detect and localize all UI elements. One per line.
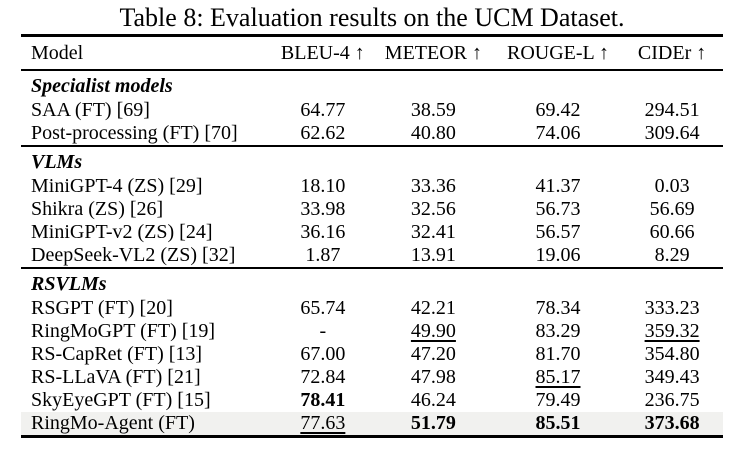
metric-cell-rougel: 19.06: [535, 244, 581, 266]
metric-cell-rougel: 56.57: [535, 221, 581, 243]
second-best-value: 359.32: [644, 320, 700, 342]
metric-cell-bleu4: 77.63: [274, 412, 372, 437]
section-label: VLMs: [21, 145, 723, 175]
metric-cell-cider: 373.68: [644, 412, 700, 434]
table-row: Shikra (ZS) [26] 33.98 32.56 56.73 56.69: [21, 198, 723, 221]
metric-cell-bleu4: 78.41: [300, 389, 346, 411]
table-row: RS-CapRet (FT) [13] 67.00 47.20 81.70 35…: [21, 343, 723, 366]
section-specialist-models: Specialist models SAA (FT) [69] 64.77 38…: [21, 70, 723, 146]
metric-cell-bleu4: 36.16: [300, 221, 346, 243]
section-rsvlms: RSVLMs RSGPT (FT) [20] 65.74 42.21 78.34…: [21, 267, 723, 437]
table-row: MiniGPT-v2 (ZS) [24] 36.16 32.41 56.57 6…: [21, 221, 723, 244]
table-row: DeepSeek-VL2 (ZS) [32] 1.87 13.91 19.06 …: [21, 244, 723, 268]
metric-cell-meteor: 32.41: [410, 221, 456, 243]
column-header-rougel: ROUGE-L ↑: [494, 35, 622, 71]
model-name-cell: SkyEyeGPT (FT) [15]: [31, 389, 211, 411]
metric-cell-cider: 294.51: [644, 99, 700, 121]
metric-cell-bleu4: 65.74: [300, 297, 346, 319]
section-label-row: VLMs: [21, 145, 723, 175]
metric-cell-cider: 0.03: [654, 175, 690, 197]
metric-cell-cider: 60.66: [649, 221, 695, 243]
metric-cell-cider: 359.32: [621, 320, 723, 343]
column-header-bleu4: BLEU-4 ↑: [273, 35, 372, 71]
metric-cell-meteor: 42.21: [410, 297, 456, 319]
metric-cell-cider: 56.69: [649, 198, 695, 220]
table-row: Post-processing (FT) [70] 62.62 40.80 74…: [21, 122, 723, 146]
metric-cell-meteor: 13.91: [410, 244, 456, 266]
metric-cell-bleu4: 62.62: [300, 122, 346, 144]
metric-cell-cider: 236.75: [644, 389, 700, 411]
model-name-cell: RingMo-Agent (FT): [31, 412, 195, 434]
table-row: SAA (FT) [69] 64.77 38.59 69.42 294.51: [21, 99, 723, 122]
metric-cell-cider: 333.23: [644, 297, 700, 319]
second-best-value: 77.63: [300, 412, 346, 434]
model-name-cell: Post-processing (FT) [70]: [31, 122, 238, 144]
metric-cell-bleu4: 72.84: [300, 366, 346, 388]
table-row: RS-LLaVA (FT) [21] 72.84 47.98 85.17 349…: [21, 366, 723, 389]
metric-cell-rougel: 74.06: [535, 122, 581, 144]
header-row: Model BLEU-4 ↑ METEOR ↑ ROUGE-L ↑ CIDEr …: [21, 35, 723, 71]
section-label-row: RSVLMs: [21, 267, 723, 297]
model-name-cell: DeepSeek-VL2 (ZS) [32]: [31, 244, 236, 266]
metric-cell-rougel: 85.51: [535, 412, 581, 434]
metric-cell-bleu4: 67.00: [300, 343, 346, 365]
metric-cell-meteor: 49.90: [372, 320, 495, 343]
section-label-row: Specialist models: [21, 70, 723, 99]
table-header: Model BLEU-4 ↑ METEOR ↑ ROUGE-L ↑ CIDEr …: [21, 35, 723, 71]
model-name-cell: MiniGPT-v2 (ZS) [24]: [31, 221, 213, 243]
metric-cell-rougel: 81.70: [535, 343, 581, 365]
table-caption: Table 8: Evaluation results on the UCM D…: [119, 3, 625, 32]
metric-cell-meteor: 33.36: [410, 175, 456, 197]
metric-cell-bleu4: 64.77: [300, 99, 346, 121]
metric-cell-meteor: 51.79: [410, 412, 456, 434]
model-name-cell: SAA (FT) [69]: [31, 99, 150, 121]
metric-cell-rougel: 85.17: [495, 366, 621, 389]
metric-cell-bleu4: 33.98: [300, 198, 346, 220]
section-label: RSVLMs: [21, 267, 723, 297]
metric-cell-rougel: 56.73: [535, 198, 581, 220]
metric-cell-bleu4: 1.87: [305, 244, 341, 266]
model-name-cell: MiniGPT-4 (ZS) [29]: [31, 175, 203, 197]
table-row: SkyEyeGPT (FT) [15] 78.41 46.24 79.49 23…: [21, 389, 723, 412]
column-header-model: Model: [21, 35, 274, 71]
results-table: Model BLEU-4 ↑ METEOR ↑ ROUGE-L ↑ CIDEr …: [21, 34, 723, 438]
column-header-cider: CIDEr ↑: [621, 35, 723, 71]
table-row: RingMoGPT (FT) [19] - 49.90 83.29 359.32: [21, 320, 723, 343]
model-name-cell: RingMoGPT (FT) [19]: [31, 320, 216, 342]
metric-cell-meteor: 47.98: [410, 366, 456, 388]
column-header-meteor: METEOR ↑: [371, 35, 495, 71]
metric-cell-cider: 309.64: [644, 122, 700, 144]
metric-cell-rougel: 69.42: [535, 99, 581, 121]
second-best-value: 85.17: [535, 366, 581, 388]
second-best-value: 49.90: [410, 320, 456, 342]
metric-cell-meteor: 46.24: [410, 389, 456, 411]
table-row-highlighted: RingMo-Agent (FT) 77.63 51.79 85.51 373.…: [21, 412, 723, 437]
model-name-cell: RS-CapRet (FT) [13]: [31, 343, 203, 365]
metric-cell-rougel: 41.37: [535, 175, 581, 197]
metric-cell-bleu4: -: [319, 320, 327, 342]
metric-cell-cider: 8.29: [654, 244, 690, 266]
metric-cell-bleu4: 18.10: [300, 175, 346, 197]
metric-cell-meteor: 47.20: [410, 343, 456, 365]
metric-cell-cider: 354.80: [644, 343, 700, 365]
metric-cell-meteor: 40.80: [410, 122, 456, 144]
metric-cell-rougel: 79.49: [535, 389, 581, 411]
metric-cell-meteor: 38.59: [410, 99, 456, 121]
section-vlms: VLMs MiniGPT-4 (ZS) [29] 18.10 33.36 41.…: [21, 145, 723, 268]
section-label: Specialist models: [31, 75, 173, 97]
metric-cell-cider: 349.43: [644, 366, 700, 388]
metric-cell-rougel: 78.34: [535, 297, 581, 319]
metric-cell-meteor: 32.56: [410, 198, 456, 220]
table-row: MiniGPT-4 (ZS) [29] 18.10 33.36 41.37 0.…: [21, 175, 723, 198]
table-row: RSGPT (FT) [20] 65.74 42.21 78.34 333.23: [21, 297, 723, 320]
metric-cell-rougel: 83.29: [535, 320, 581, 342]
model-name-cell: RS-LLaVA (FT) [21]: [31, 366, 201, 388]
model-name-cell: RSGPT (FT) [20]: [31, 297, 173, 319]
model-name-cell: Shikra (ZS) [26]: [31, 198, 164, 220]
